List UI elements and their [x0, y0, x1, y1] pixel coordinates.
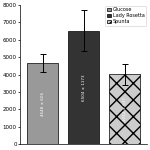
Text: 4012 ± 617: 4012 ± 617 [123, 97, 127, 121]
Text: 4648 ± 606: 4648 ± 606 [41, 92, 45, 116]
Text: 6504 ± 1173: 6504 ± 1173 [82, 74, 86, 101]
Bar [68, 31, 99, 144]
Bar [109, 74, 140, 144]
Legend: Glucose, Lady Rosetta, Spunta: Glucose, Lady Rosetta, Spunta [105, 6, 146, 26]
Bar [27, 63, 58, 144]
